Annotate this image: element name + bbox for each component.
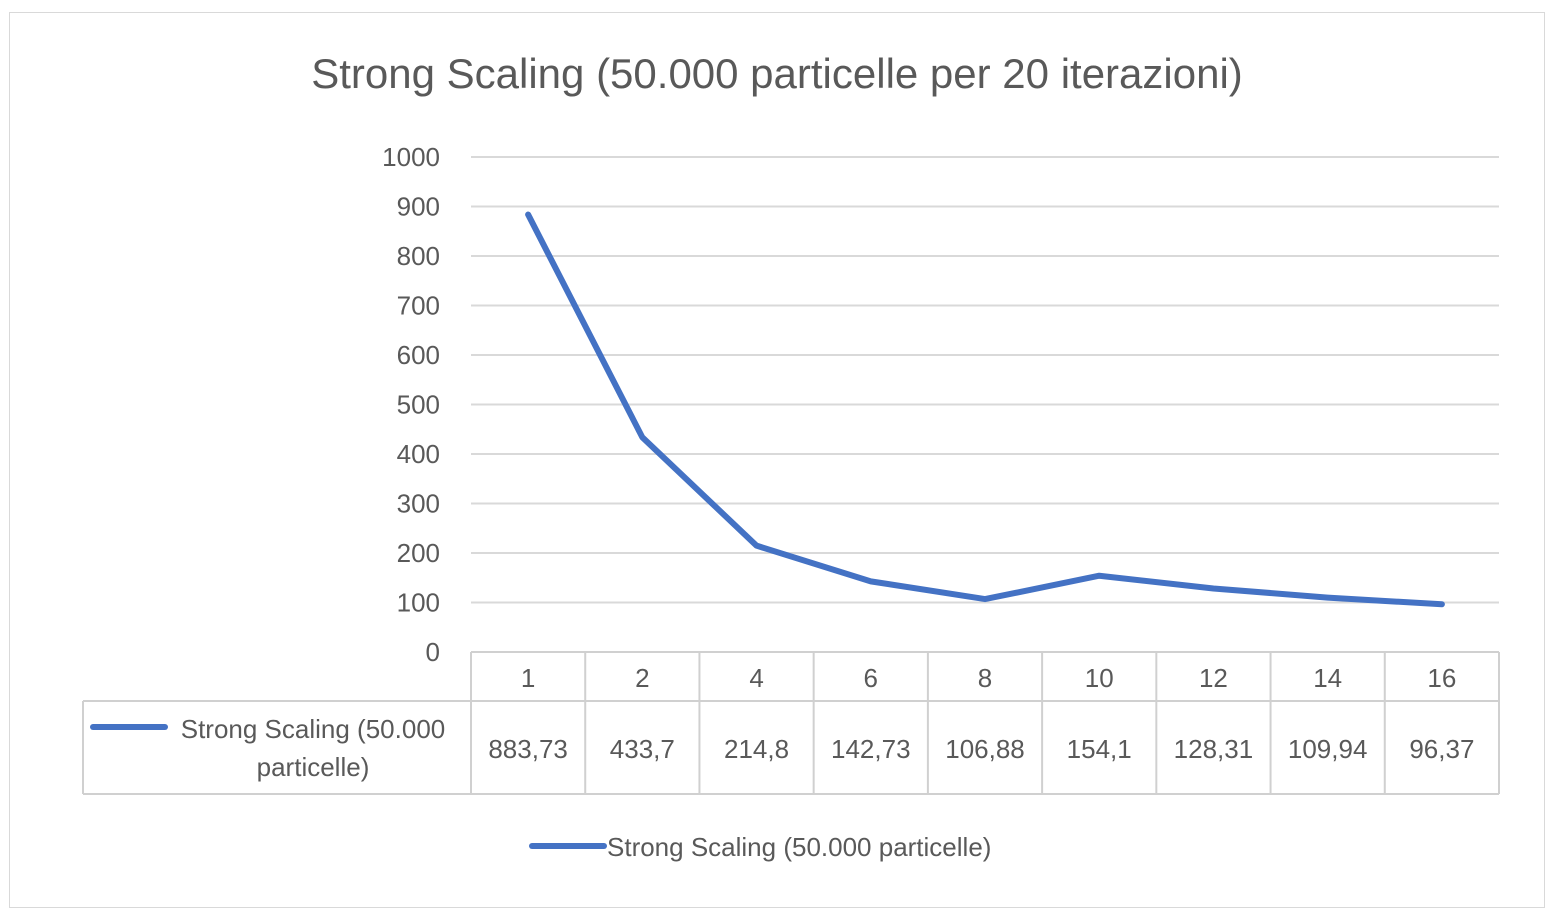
table-series-label: particelle) [257, 752, 370, 782]
table-value-cell: 106,88 [945, 734, 1025, 764]
y-axis-ticks: 0 100 200 300 400 500 600 700 800 900 1000 [382, 142, 440, 667]
chart-frame [9, 12, 1545, 908]
x-category-label: 1 [521, 663, 535, 693]
y-tick-label: 600 [397, 340, 440, 370]
y-tick-label: 1000 [382, 142, 440, 172]
y-tick-label: 700 [397, 291, 440, 321]
y-tick-label: 800 [397, 241, 440, 271]
gridlines [471, 156, 1499, 604]
table-series-label: Strong Scaling (50.000 [181, 714, 446, 744]
y-tick-label: 300 [397, 489, 440, 519]
table-value-cell: 96,37 [1409, 734, 1474, 764]
table-value-cell: 154,1 [1067, 734, 1132, 764]
table-value-cell: 433,7 [610, 734, 675, 764]
x-category-label: 12 [1199, 663, 1228, 693]
chart-title: Strong Scaling (50.000 particelle per 20… [311, 50, 1243, 97]
x-category-label: 10 [1085, 663, 1114, 693]
x-category-label: 2 [635, 663, 649, 693]
table-value-cell: 142,73 [831, 734, 911, 764]
y-tick-label: 400 [397, 439, 440, 469]
table-value-cell: 883,73 [488, 734, 568, 764]
y-tick-label: 900 [397, 192, 440, 222]
y-tick-label: 100 [397, 588, 440, 618]
table-value-cell: 128,31 [1174, 734, 1254, 764]
series-lines [525, 211, 1445, 608]
table-value-cell: 214,8 [724, 734, 789, 764]
x-category-label: 8 [978, 663, 992, 693]
legend-label: Strong Scaling (50.000 particelle) [607, 832, 991, 862]
x-category-label: 14 [1313, 663, 1342, 693]
y-tick-label: 500 [397, 390, 440, 420]
y-tick-label: 0 [426, 637, 440, 667]
table-value-cell: 109,94 [1288, 734, 1368, 764]
y-tick-label: 200 [397, 538, 440, 568]
legend: Strong Scaling (50.000 particelle) [529, 832, 991, 862]
series-line [525, 211, 1445, 608]
x-category-label: 16 [1427, 663, 1456, 693]
x-category-label: 4 [749, 663, 763, 693]
x-category-label: 6 [864, 663, 878, 693]
